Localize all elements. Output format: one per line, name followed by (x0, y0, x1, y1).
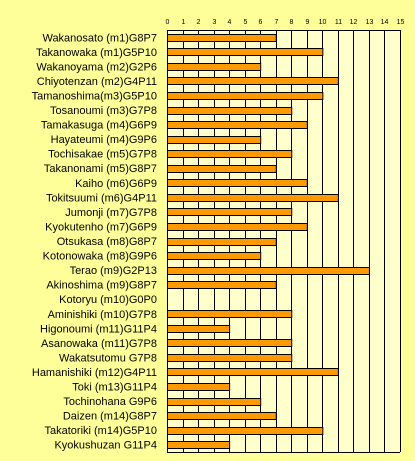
category-label: Hayateumi (m4)G9P6 (51, 134, 157, 146)
x-tick-label: 2 (197, 19, 201, 26)
bar (167, 281, 277, 289)
bar (167, 92, 324, 100)
category-label: Wakatsutomu G7P8 (59, 352, 157, 364)
bar (167, 252, 262, 260)
x-tick-label: 4 (228, 19, 232, 26)
bar (167, 325, 231, 333)
x-tick-label: 12 (350, 19, 358, 26)
category-label: Akinoshima (m9)G8P7 (46, 280, 157, 292)
category-label: Kotoryu (m10)G0P0 (59, 294, 157, 306)
x-tick-label: 11 (335, 19, 342, 26)
category-label: Higonoumi (m11)G11P4 (40, 323, 157, 335)
x-tick-label: 5 (244, 19, 248, 26)
category-label: Aminishiki (m10)G7P8 (48, 309, 157, 321)
bar (167, 427, 324, 435)
bar (167, 441, 231, 449)
category-label: Tokitsuumi (m6)G4P11 (46, 192, 157, 204)
bar (167, 412, 277, 420)
bar (167, 368, 339, 376)
category-label: Wakanoyama (m2)G2P6 (36, 61, 157, 73)
bar (167, 194, 339, 202)
category-label: Terao (m9)G2P13 (70, 265, 157, 277)
category-label: Hamanishiki (m12)G4P11 (32, 367, 157, 379)
bar (167, 267, 370, 275)
category-label: Tosanoumi (m3)G7P8 (50, 105, 157, 117)
bar (167, 310, 293, 318)
x-tick-label: 1 (182, 19, 186, 26)
category-label: Tamanoshima(m3)G5P10 (32, 90, 157, 102)
x-tick-label: 6 (259, 19, 263, 26)
bar (167, 165, 277, 173)
category-label: Kyokushuzan G11P4 (54, 440, 157, 452)
x-tick-label: 9 (306, 19, 310, 26)
x-tick-label: 15 (397, 19, 405, 26)
category-label: Daizen (m14)G8P7 (63, 411, 157, 423)
x-tick-label: 13 (366, 19, 374, 26)
bar (167, 63, 262, 71)
x-tick-label: 7 (275, 19, 279, 26)
bar (167, 34, 277, 42)
x-tick-label: 3 (213, 19, 217, 26)
x-tick-label: 8 (290, 19, 294, 26)
category-label: Tamakasuga (m4)G6P9 (41, 120, 157, 132)
category-label: Tochisakae (m5)G7P8 (48, 149, 157, 161)
bar (167, 339, 293, 347)
x-tick-label: 0 (166, 19, 170, 26)
category-label: Tochinohana G9P6 (63, 396, 157, 408)
bar (167, 48, 324, 56)
bar (167, 136, 262, 144)
category-label: Wakanosato (m1)G8P7 (42, 32, 157, 44)
category-label: Kyokutenho (m7)G6P9 (45, 221, 157, 233)
category-label: Asanowaka (m11)G7P8 (41, 338, 157, 350)
bar (167, 107, 293, 115)
category-label: Chiyotenzan (m2)G4P11 (37, 76, 157, 88)
category-label: Otsukasa (m8)G8P7 (57, 236, 157, 248)
category-label: Kaiho (m6)G6P9 (75, 178, 157, 190)
category-label: Takanowaka (m1)G5P10 (36, 47, 157, 59)
bar (167, 354, 293, 362)
category-label: Jumonji (m7)G7P8 (65, 207, 157, 219)
x-tick-label: 10 (319, 19, 327, 26)
bar (167, 77, 339, 85)
category-label: Takatoriki (m14)G5P10 (45, 425, 158, 437)
category-label: Takanonami (m5)G8P7 (44, 163, 157, 175)
category-label: Kotonowaka (m8)G9P6 (43, 251, 157, 263)
bar (167, 208, 293, 216)
bar (167, 383, 231, 391)
bar (167, 223, 308, 231)
bar (167, 179, 308, 187)
category-label: Toki (m13)G11P4 (72, 382, 157, 394)
bar (167, 398, 262, 406)
bar (167, 238, 277, 246)
bar (167, 150, 293, 158)
x-tick-label: 14 (381, 19, 389, 26)
bar (167, 121, 308, 129)
